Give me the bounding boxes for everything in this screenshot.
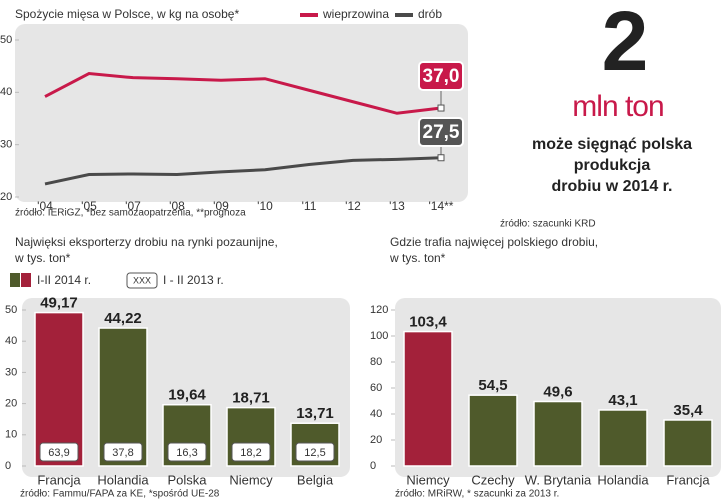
source: źródło: IERiGZ, *bez samozaopatrzenia, *… [15, 208, 246, 219]
y-tick-label: 40 [370, 408, 382, 420]
y-tick-label: 80 [370, 356, 382, 368]
y-tick-label: 40 [0, 86, 12, 98]
legend-swatch [21, 273, 31, 287]
y-tick-label: 20 [370, 434, 382, 446]
chart-title: Gdzie trafia najwięcej polskiego drobiu, [390, 235, 598, 249]
data-label: 49,6 [543, 383, 572, 400]
prev-value-box [39, 442, 79, 462]
end-marker [437, 154, 445, 162]
callout-number: 2 [602, 0, 649, 88]
prev-value-box [231, 442, 271, 462]
prev-value-box [295, 442, 335, 462]
y-tick-label: 120 [370, 304, 388, 316]
line [44, 71, 442, 115]
data-label: 103,4 [409, 314, 447, 331]
end-marker [437, 104, 445, 112]
y-tick-label: 40 [5, 335, 17, 347]
bar [663, 419, 713, 467]
x-tick-label: '14** [429, 199, 454, 213]
x-tick-label: '10 [257, 199, 273, 213]
x-tick-label: '12 [345, 199, 361, 213]
bar [403, 330, 453, 467]
source: źródło: Fammu/FAPA za KE, *spośród UE-28 [20, 489, 220, 500]
legend-label: drób [418, 7, 442, 21]
data-label: 27,5 [423, 122, 460, 143]
x-tick-label: W. Brytania [525, 472, 592, 487]
y-tick-label: 20 [5, 398, 17, 410]
y-tick-label: 10 [5, 429, 17, 441]
chart-title: Spożycie mięsa w Polsce, w kg na osobę* [15, 7, 239, 21]
plot-bg [15, 24, 468, 202]
x-tick-label: Niemcy [229, 472, 273, 487]
x-tick-label: Francja [666, 472, 710, 487]
legend-marker: XXX [133, 275, 151, 285]
x-tick-label: '11 [302, 199, 317, 213]
data-label: 37,0 [423, 66, 460, 87]
label-box [418, 117, 464, 147]
bar [533, 400, 583, 467]
x-tick-label: '04 [37, 199, 53, 213]
x-tick-label: Polska [167, 472, 207, 487]
prev-value-box [103, 442, 143, 462]
legend-swatch [10, 273, 20, 287]
chart-title: Najwięksi eksporterzy drobiu na rynki po… [15, 235, 278, 249]
x-tick-label: '05 [81, 199, 97, 213]
data-label: 13,71 [296, 405, 334, 422]
x-tick-label: Czechy [471, 472, 515, 487]
y-tick-label: 20 [0, 191, 12, 203]
chart-title: w tys. ton* [14, 251, 71, 265]
prev-value-box [167, 442, 207, 462]
callout-text: produkcja [574, 157, 651, 174]
x-tick-label: '13 [389, 199, 405, 213]
data-label: 35,4 [673, 402, 703, 419]
x-tick-label: Holandia [597, 472, 649, 487]
x-tick-label: Holandia [97, 472, 149, 487]
data-label: 44,22 [104, 310, 142, 327]
y-tick-label: 0 [370, 460, 376, 472]
legend-label: I - II 2013 r. [163, 273, 224, 287]
data-label: 18,71 [232, 390, 270, 407]
y-tick-label: 30 [5, 366, 17, 378]
data-label: 49,17 [40, 295, 78, 312]
bar [34, 311, 84, 467]
prev-value-label: 18,2 [240, 447, 261, 459]
bar [468, 394, 518, 467]
x-tick-label: Francja [37, 472, 81, 487]
chart-title: w tys. ton* [389, 251, 446, 265]
legend-label: I-II 2014 r. [37, 273, 91, 287]
legend-label: wieprzowina [322, 7, 389, 21]
y-tick-label: 100 [370, 330, 388, 342]
x-tick-label: '07 [125, 199, 141, 213]
prev-value-label: 37,8 [112, 447, 133, 459]
source: źródło: szacunki KRD [500, 219, 596, 230]
prev-value-label: 16,3 [176, 447, 197, 459]
bar [598, 409, 648, 467]
x-tick-label: Niemcy [406, 472, 450, 487]
callout-unit: mln ton [572, 90, 663, 123]
callout-text: może sięgnąć polska [532, 136, 692, 153]
y-tick-label: 0 [5, 460, 11, 472]
prev-value-label: 12,5 [304, 447, 325, 459]
data-label: 54,5 [478, 377, 507, 394]
data-label: 43,1 [608, 392, 637, 409]
x-tick-label: '08 [169, 199, 185, 213]
x-tick-label: Belgia [297, 472, 334, 487]
line [44, 156, 442, 186]
legend-swatch [126, 272, 158, 289]
label-box [418, 61, 464, 91]
y-tick-label: 50 [0, 34, 12, 46]
callout-text: drobiu w 2014 r. [552, 178, 673, 195]
y-tick-label: 30 [0, 139, 12, 151]
y-tick-label: 50 [5, 304, 17, 316]
data-label: 19,64 [168, 387, 206, 404]
x-tick-label: '09 [213, 199, 229, 213]
source: źródło: MRiRW, * szacunki za 2013 r. [395, 489, 559, 500]
prev-value-label: 63,9 [48, 447, 69, 459]
y-tick-label: 60 [370, 382, 382, 394]
